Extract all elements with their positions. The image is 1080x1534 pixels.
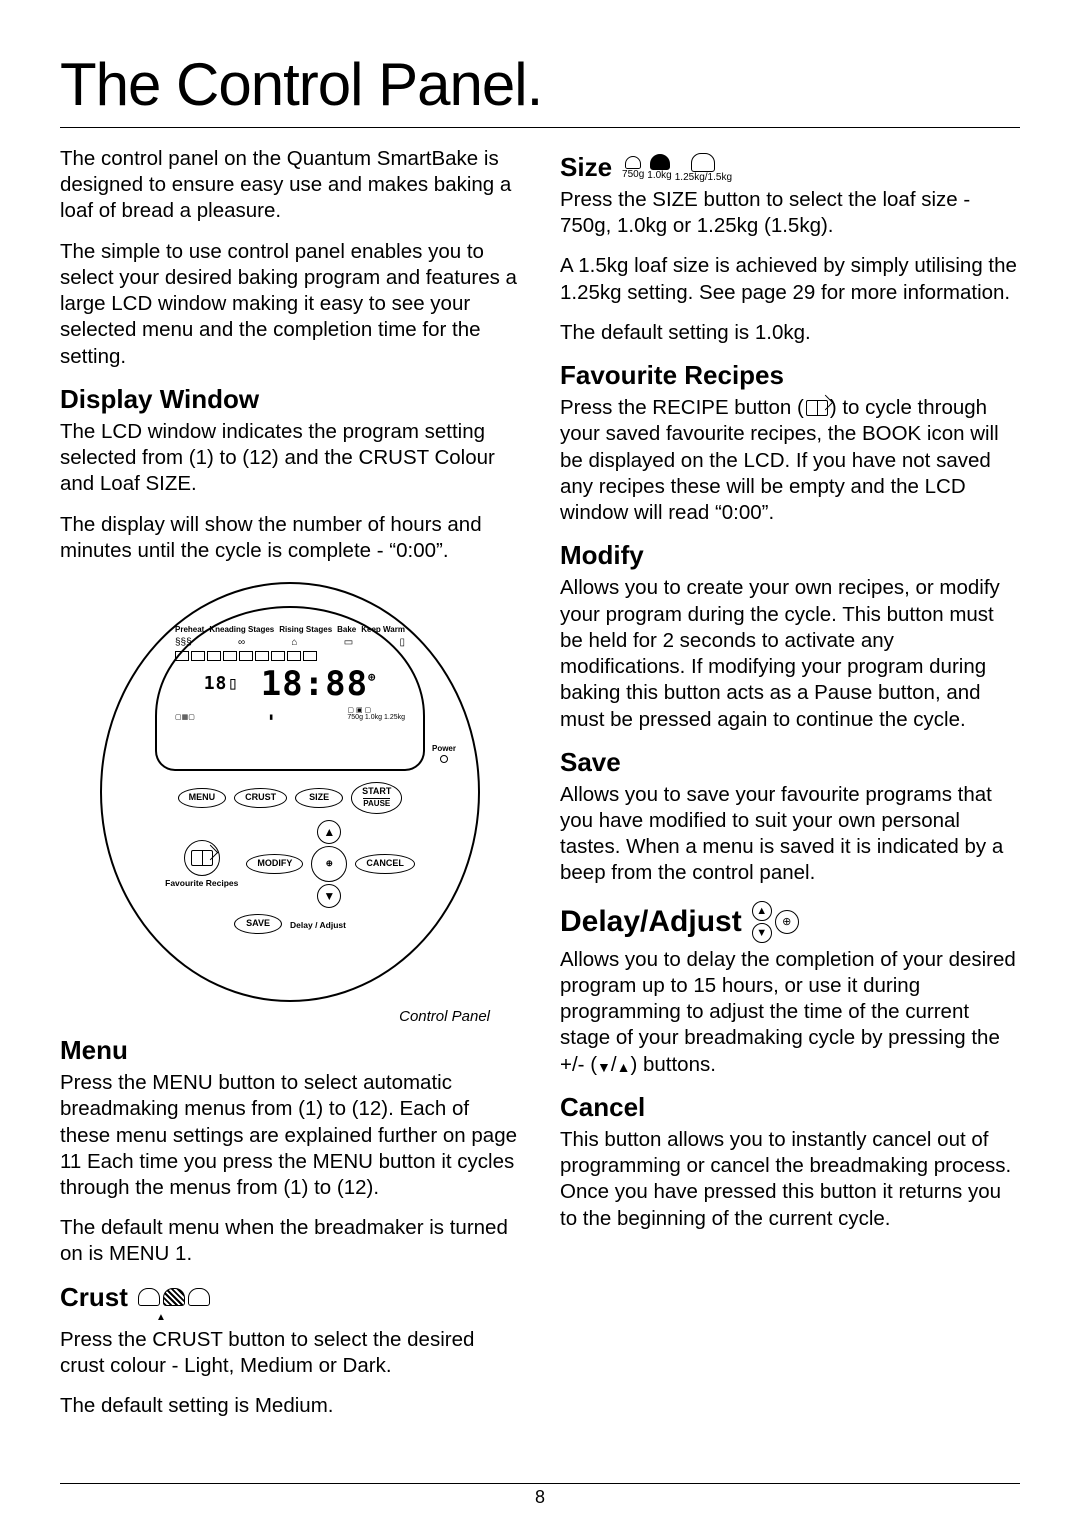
power-indicator: Power xyxy=(432,744,456,763)
size-icons: 750g 1.0kg 1.25kg/1.5kg xyxy=(622,153,732,183)
crust-dark-icon xyxy=(188,1288,210,1306)
modify-p1: Allows you to create your own recipes, o… xyxy=(560,575,1020,732)
lcd-time-display: 18▯ 18:88⊕ xyxy=(175,664,405,704)
crust-light-icon xyxy=(138,1288,160,1306)
footer-rule xyxy=(60,1483,1020,1484)
delay-up-icon: ▲ xyxy=(752,901,772,921)
save-heading: Save xyxy=(560,747,1020,778)
figure-caption: Control Panel xyxy=(60,1008,490,1025)
size-medium-icon xyxy=(650,154,670,170)
content-columns: The control panel on the Quantum SmartBa… xyxy=(60,146,1020,1433)
size-small-icon xyxy=(625,156,641,169)
left-column: The control panel on the Quantum SmartBa… xyxy=(60,146,520,1433)
crust-medium-icon xyxy=(163,1288,185,1306)
lcd-stage-keepwarm: Keep Warm xyxy=(361,626,405,634)
save-p1: Allows you to save your favourite progra… xyxy=(560,782,1020,887)
panel-buttons: MENU CRUST SIZE START PAUSE Favourite Re… xyxy=(140,782,440,940)
size-p1: Press the SIZE button to select the loaf… xyxy=(560,187,1020,239)
crust-p2: The default setting is Medium. xyxy=(60,1393,520,1419)
cancel-button[interactable]: CANCEL xyxy=(355,854,415,874)
display-window-p1: The LCD window indicates the program set… xyxy=(60,419,520,498)
delay-down-icon: ▼ xyxy=(752,923,772,943)
delay-clock-icon: ⊕ xyxy=(775,910,799,934)
favourite-recipes-p1: Press the RECIPE button () to cycle thro… xyxy=(560,395,1020,526)
control-panel-figure: Preheat Kneading Stages Rising Stages Ba… xyxy=(100,582,480,1002)
crust-icons xyxy=(138,1288,210,1306)
down-triangle-icon: ▼ xyxy=(597,1060,611,1074)
crust-arrow-icon: ▲ xyxy=(156,1313,520,1323)
title-rule xyxy=(60,127,1020,128)
menu-p2: The default menu when the breadmaker is … xyxy=(60,1215,520,1267)
delay-adjust-heading: Delay/Adjust xyxy=(560,905,742,939)
modify-heading: Modify xyxy=(560,540,1020,571)
size-p3: The default setting is 1.0kg. xyxy=(560,320,1020,346)
page-title: The Control Panel. xyxy=(60,50,1020,119)
menu-button[interactable]: MENU xyxy=(178,788,227,808)
crust-heading: Crust xyxy=(60,1282,128,1313)
lcd-stage-kneading: Kneading Stages xyxy=(209,626,274,634)
delay-adjust-label: Delay / Adjust xyxy=(290,920,346,930)
page-number: 8 xyxy=(0,1487,1080,1508)
lcd-progress-boxes xyxy=(175,651,317,661)
book-icon xyxy=(191,850,213,866)
lcd-stage-rising: Rising Stages xyxy=(279,626,332,634)
size-p2: A 1.5kg loaf size is achieved by simply … xyxy=(560,253,1020,305)
size-button[interactable]: SIZE xyxy=(295,788,343,808)
lcd-stage-preheat: Preheat xyxy=(175,626,204,634)
clock-button[interactable]: ⊕ xyxy=(311,846,347,882)
panel-outline: Preheat Kneading Stages Rising Stages Ba… xyxy=(100,582,480,1002)
save-button[interactable]: SAVE xyxy=(234,914,282,934)
right-column: Size 750g 1.0kg 1.25kg/1.5kg Press the S… xyxy=(560,146,1020,1433)
delay-adjust-icons: ▲ ▼ ⊕ xyxy=(752,901,799,943)
lcd-stage-bake: Bake xyxy=(337,626,356,634)
menu-p1: Press the MENU button to select automati… xyxy=(60,1070,520,1201)
up-button[interactable]: ▲ xyxy=(317,820,341,844)
start-pause-button[interactable]: START PAUSE xyxy=(351,782,402,814)
lcd-size-icons: ▢ ▣ ▢ 750g 1.0kg 1.25kg xyxy=(347,706,405,721)
intro-paragraph-1: The control panel on the Quantum SmartBa… xyxy=(60,146,520,225)
size-heading: Size xyxy=(560,152,612,183)
crust-p1: Press the CRUST button to select the des… xyxy=(60,1327,520,1379)
size-large-icon xyxy=(691,153,715,172)
lcd-crust-icons: ▢▦▢ xyxy=(175,713,195,721)
down-button[interactable]: ▼ xyxy=(317,884,341,908)
favourite-recipes-heading: Favourite Recipes xyxy=(560,360,1020,391)
display-window-p2: The display will show the number of hour… xyxy=(60,512,520,564)
crust-button[interactable]: CRUST xyxy=(234,788,287,808)
recipe-book-icon xyxy=(806,400,828,416)
favourite-recipes-label: Favourite Recipes xyxy=(165,878,238,888)
modify-button[interactable]: MODIFY xyxy=(246,854,303,874)
recipe-button[interactable] xyxy=(184,840,220,876)
lcd-window: Preheat Kneading Stages Rising Stages Ba… xyxy=(155,606,425,771)
cancel-p1: This button allows you to instantly canc… xyxy=(560,1127,1020,1232)
intro-paragraph-2: The simple to use control panel enables … xyxy=(60,239,520,370)
menu-heading: Menu xyxy=(60,1035,520,1066)
delay-adjust-p1: Allows you to delay the completion of yo… xyxy=(560,947,1020,1078)
cancel-heading: Cancel xyxy=(560,1092,1020,1123)
up-triangle-icon: ▲ xyxy=(617,1060,631,1074)
display-window-heading: Display Window xyxy=(60,384,520,415)
